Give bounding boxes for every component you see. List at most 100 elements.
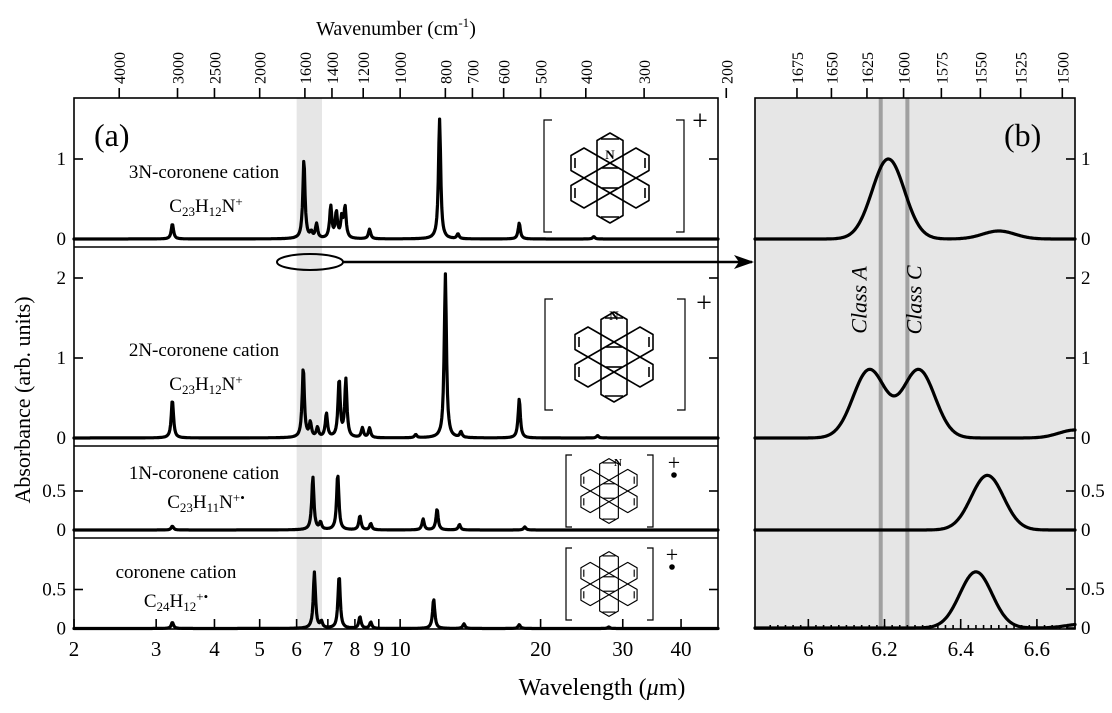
top-tick-label: 1525 [1014, 52, 1031, 84]
formula-sub: 12 [209, 382, 222, 397]
highlight-band [296, 98, 322, 629]
class-a-label: Class A [847, 266, 872, 334]
top-tick-label: 800 [438, 60, 455, 84]
molecule-coronene: + [565, 542, 678, 621]
top-tick-label: 1200 [356, 52, 373, 84]
formula-n: N [222, 196, 236, 217]
y-tick-label: 2 [57, 268, 67, 289]
top-axis-title-close: ) [469, 18, 476, 40]
y-tick-label: 0 [57, 229, 67, 250]
x-tick-label: 30 [612, 637, 633, 661]
y-tick-label: 2 [1081, 268, 1091, 289]
formula-h: H [170, 591, 184, 612]
top-tick-label: 2500 [207, 52, 224, 84]
top-axis-title: Wavenumber (cm-1) [316, 15, 476, 40]
y-tick-label: 1 [57, 149, 67, 170]
top-tick-label: 1575 [934, 52, 951, 84]
panel-b: 6 6.2 6.4 6.6 1675 1650 1625 1600 1575 1550 1525 15… [753, 52, 1105, 661]
formula-charge: +• [233, 490, 245, 505]
formula-coronene: C24H12+• [144, 589, 208, 614]
formula-sub: 23 [180, 500, 193, 515]
charge-plus: + [666, 542, 678, 567]
y-tick-label: 0 [1081, 428, 1091, 449]
formula-charge: +• [196, 589, 208, 604]
x-tick-label: 10 [390, 637, 411, 661]
spectrum-zoom-line [753, 157, 1077, 241]
y-tick-label: 0 [1081, 618, 1091, 639]
formula-c: C [169, 196, 182, 217]
y-tick-label: 0.5 [1081, 579, 1105, 600]
spectrum-line [72, 272, 720, 440]
top-tick-label: 1600 [298, 52, 315, 84]
bottom-axis-title-mu: μ [646, 675, 659, 701]
y-tick-label: 0 [57, 428, 67, 449]
formula-sub: 23 [182, 204, 195, 219]
x-tick-label: 6.6 [1024, 637, 1050, 661]
class-lines [878, 98, 910, 629]
spectrum-line [72, 570, 720, 631]
spectrum-zoom-line [753, 367, 1077, 440]
y-tick-label: 1 [57, 348, 67, 369]
top-tick-label: 1675 [790, 52, 807, 84]
label-2n-coronene: 2N-coronene cation [129, 340, 280, 361]
formula-1n-coronene: C23H11N+• [167, 490, 245, 515]
top-tick-label: 700 [465, 60, 482, 84]
y-tick-label: 0 [1081, 229, 1091, 250]
top-axis-title-text: Wavenumber (cm [316, 18, 459, 40]
label-coronene: coronene cation [116, 562, 237, 583]
formula-h: H [195, 196, 209, 217]
y-tick-label: 0 [57, 520, 67, 541]
formula-3n-coronene: C23H12N+ [169, 194, 243, 219]
x-tick-label: 5 [254, 637, 265, 661]
top-axis-title-sup: -1 [458, 15, 469, 30]
coronene-structure [580, 551, 638, 617]
formula-h: H [193, 492, 207, 513]
panel-b-label: (b) [1004, 117, 1041, 153]
y-axis-title: Absorbance (arb. units) [10, 296, 35, 503]
y-tick-label: 1 [1081, 348, 1091, 369]
top-tick-label: 400 [579, 60, 596, 84]
molecule-2n-coronene: + N [544, 288, 712, 411]
x-tick-label: 20 [530, 637, 551, 661]
panel-b-ticks: 6 6.2 6.4 6.6 1675 1650 1625 1600 1575 1550 1525 15… [769, 52, 1105, 661]
x-tick-label: 40 [671, 637, 692, 661]
formula-sub: 23 [182, 382, 195, 397]
coronene-structure [574, 311, 654, 403]
y-tick-label: 0.5 [1081, 481, 1105, 502]
coronene-structure [580, 458, 638, 524]
nitrogen-atom: N [609, 308, 619, 323]
x-tick-label: 2 [69, 637, 80, 661]
top-tick-label: 1500 [1055, 52, 1072, 84]
top-tick-label: 3000 [171, 52, 188, 84]
x-tick-label: 7 [323, 637, 334, 661]
y-tick-label: 0 [1081, 520, 1091, 541]
label-1n-coronene: 1N-coronene cation [129, 463, 280, 484]
spectrum-zoom-line [753, 473, 1077, 532]
class-c-label: Class C [901, 265, 926, 334]
top-tick-label: 1000 [393, 52, 410, 84]
x-tick-label: 6.2 [871, 637, 897, 661]
top-tick-label: 4000 [112, 52, 129, 84]
y-tick-label: 0.5 [42, 580, 66, 601]
bottom-axis-title-b: m) [659, 675, 686, 701]
bottom-axis-title: Wavelength (μm) [519, 675, 686, 701]
formula-2n-coronene: C23H12N+ [169, 372, 243, 397]
molecule-3n-coronene: + N [543, 106, 708, 233]
top-tick-label: 200 [719, 60, 736, 84]
formula-sub: 11 [207, 500, 220, 515]
molecule-1n-coronene: + N [565, 450, 680, 528]
top-tick-label: 1550 [973, 52, 990, 84]
x-tick-label: 6 [291, 637, 302, 661]
x-tick-label: 3 [151, 637, 162, 661]
panel-b-curves [753, 157, 1077, 630]
formula-n: N [219, 492, 233, 513]
label-3n-coronene: 3N-coronene cation [129, 162, 280, 183]
panel-b-background [755, 98, 1075, 629]
x-tick-label: 8 [350, 637, 361, 661]
top-tick-label: 500 [534, 60, 551, 84]
top-tick-label: 1600 [897, 52, 914, 84]
charge-plus: + [692, 106, 708, 137]
panel-a-curves [72, 117, 720, 631]
